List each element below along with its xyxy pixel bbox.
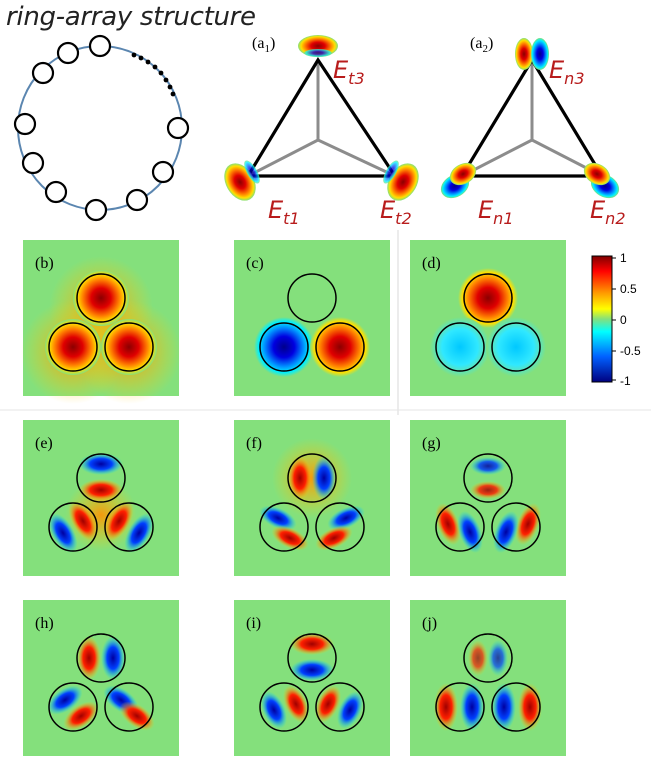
- panel-label: (h): [35, 615, 54, 632]
- panel-label: (i): [246, 615, 261, 632]
- ring-resonator: [21, 151, 45, 175]
- panel-label: (b): [35, 255, 54, 272]
- triangle-diagram-a1: (a1) Et3 Et1 Et2: [224, 35, 419, 228]
- field-label-t1: Et1: [268, 196, 300, 228]
- field-panel-d: (d): [410, 240, 566, 396]
- field-panel-f: (f): [234, 420, 390, 576]
- ring-resonator: [13, 112, 37, 136]
- panel-label-a1: (a1): [252, 35, 275, 55]
- field-label-n3: En3: [549, 56, 585, 88]
- colorbar-tick: 0: [620, 313, 627, 327]
- ring-resonator: [166, 116, 190, 140]
- panel-label: (e): [35, 435, 53, 452]
- field-panel-h: (h): [23, 600, 179, 756]
- colorbar-tick: 0.5: [620, 282, 637, 296]
- colorbar: 1 0.5 0 -0.5 -1: [591, 251, 641, 388]
- field-panel-g: (g): [410, 420, 566, 576]
- panel-label: (d): [422, 255, 441, 272]
- ring-resonator: [151, 160, 175, 184]
- field-panel-c: (c): [234, 240, 390, 396]
- field-panel-j: (j): [410, 600, 566, 756]
- field-label-t2: Et2: [380, 196, 412, 228]
- panel-label: (f): [246, 435, 262, 452]
- panel-label: (j): [422, 615, 437, 632]
- panel-label: (c): [246, 255, 264, 272]
- ring-resonator: [88, 34, 112, 58]
- ring-array-diagram: [13, 34, 190, 222]
- colorbar-tick: -0.5: [620, 344, 641, 358]
- field-label-t3: Et3: [333, 56, 365, 88]
- panel-label-a2: (a2): [470, 35, 493, 55]
- panel-label: (g): [422, 435, 441, 452]
- colorbar-tick: 1: [620, 251, 627, 265]
- ring-resonator: [84, 198, 108, 222]
- ellipsis-dots: [131, 52, 176, 97]
- colorbar-tick: -1: [620, 374, 631, 388]
- ring-resonator: [125, 188, 149, 212]
- field-panel-b: (b): [21, 240, 181, 404]
- triangle-diagram-a2: (a2) En3 En1 En2: [440, 35, 626, 228]
- field-label-n2: En2: [590, 196, 626, 228]
- field-panel-i: (i): [234, 600, 390, 756]
- ring-resonator: [31, 61, 55, 85]
- ring-resonator: [44, 180, 68, 204]
- field-label-n1: En1: [478, 196, 514, 228]
- figure-title: ring-array structure: [6, 2, 256, 32]
- field-panel-e: (e): [23, 420, 179, 576]
- ring-resonator: [56, 41, 80, 65]
